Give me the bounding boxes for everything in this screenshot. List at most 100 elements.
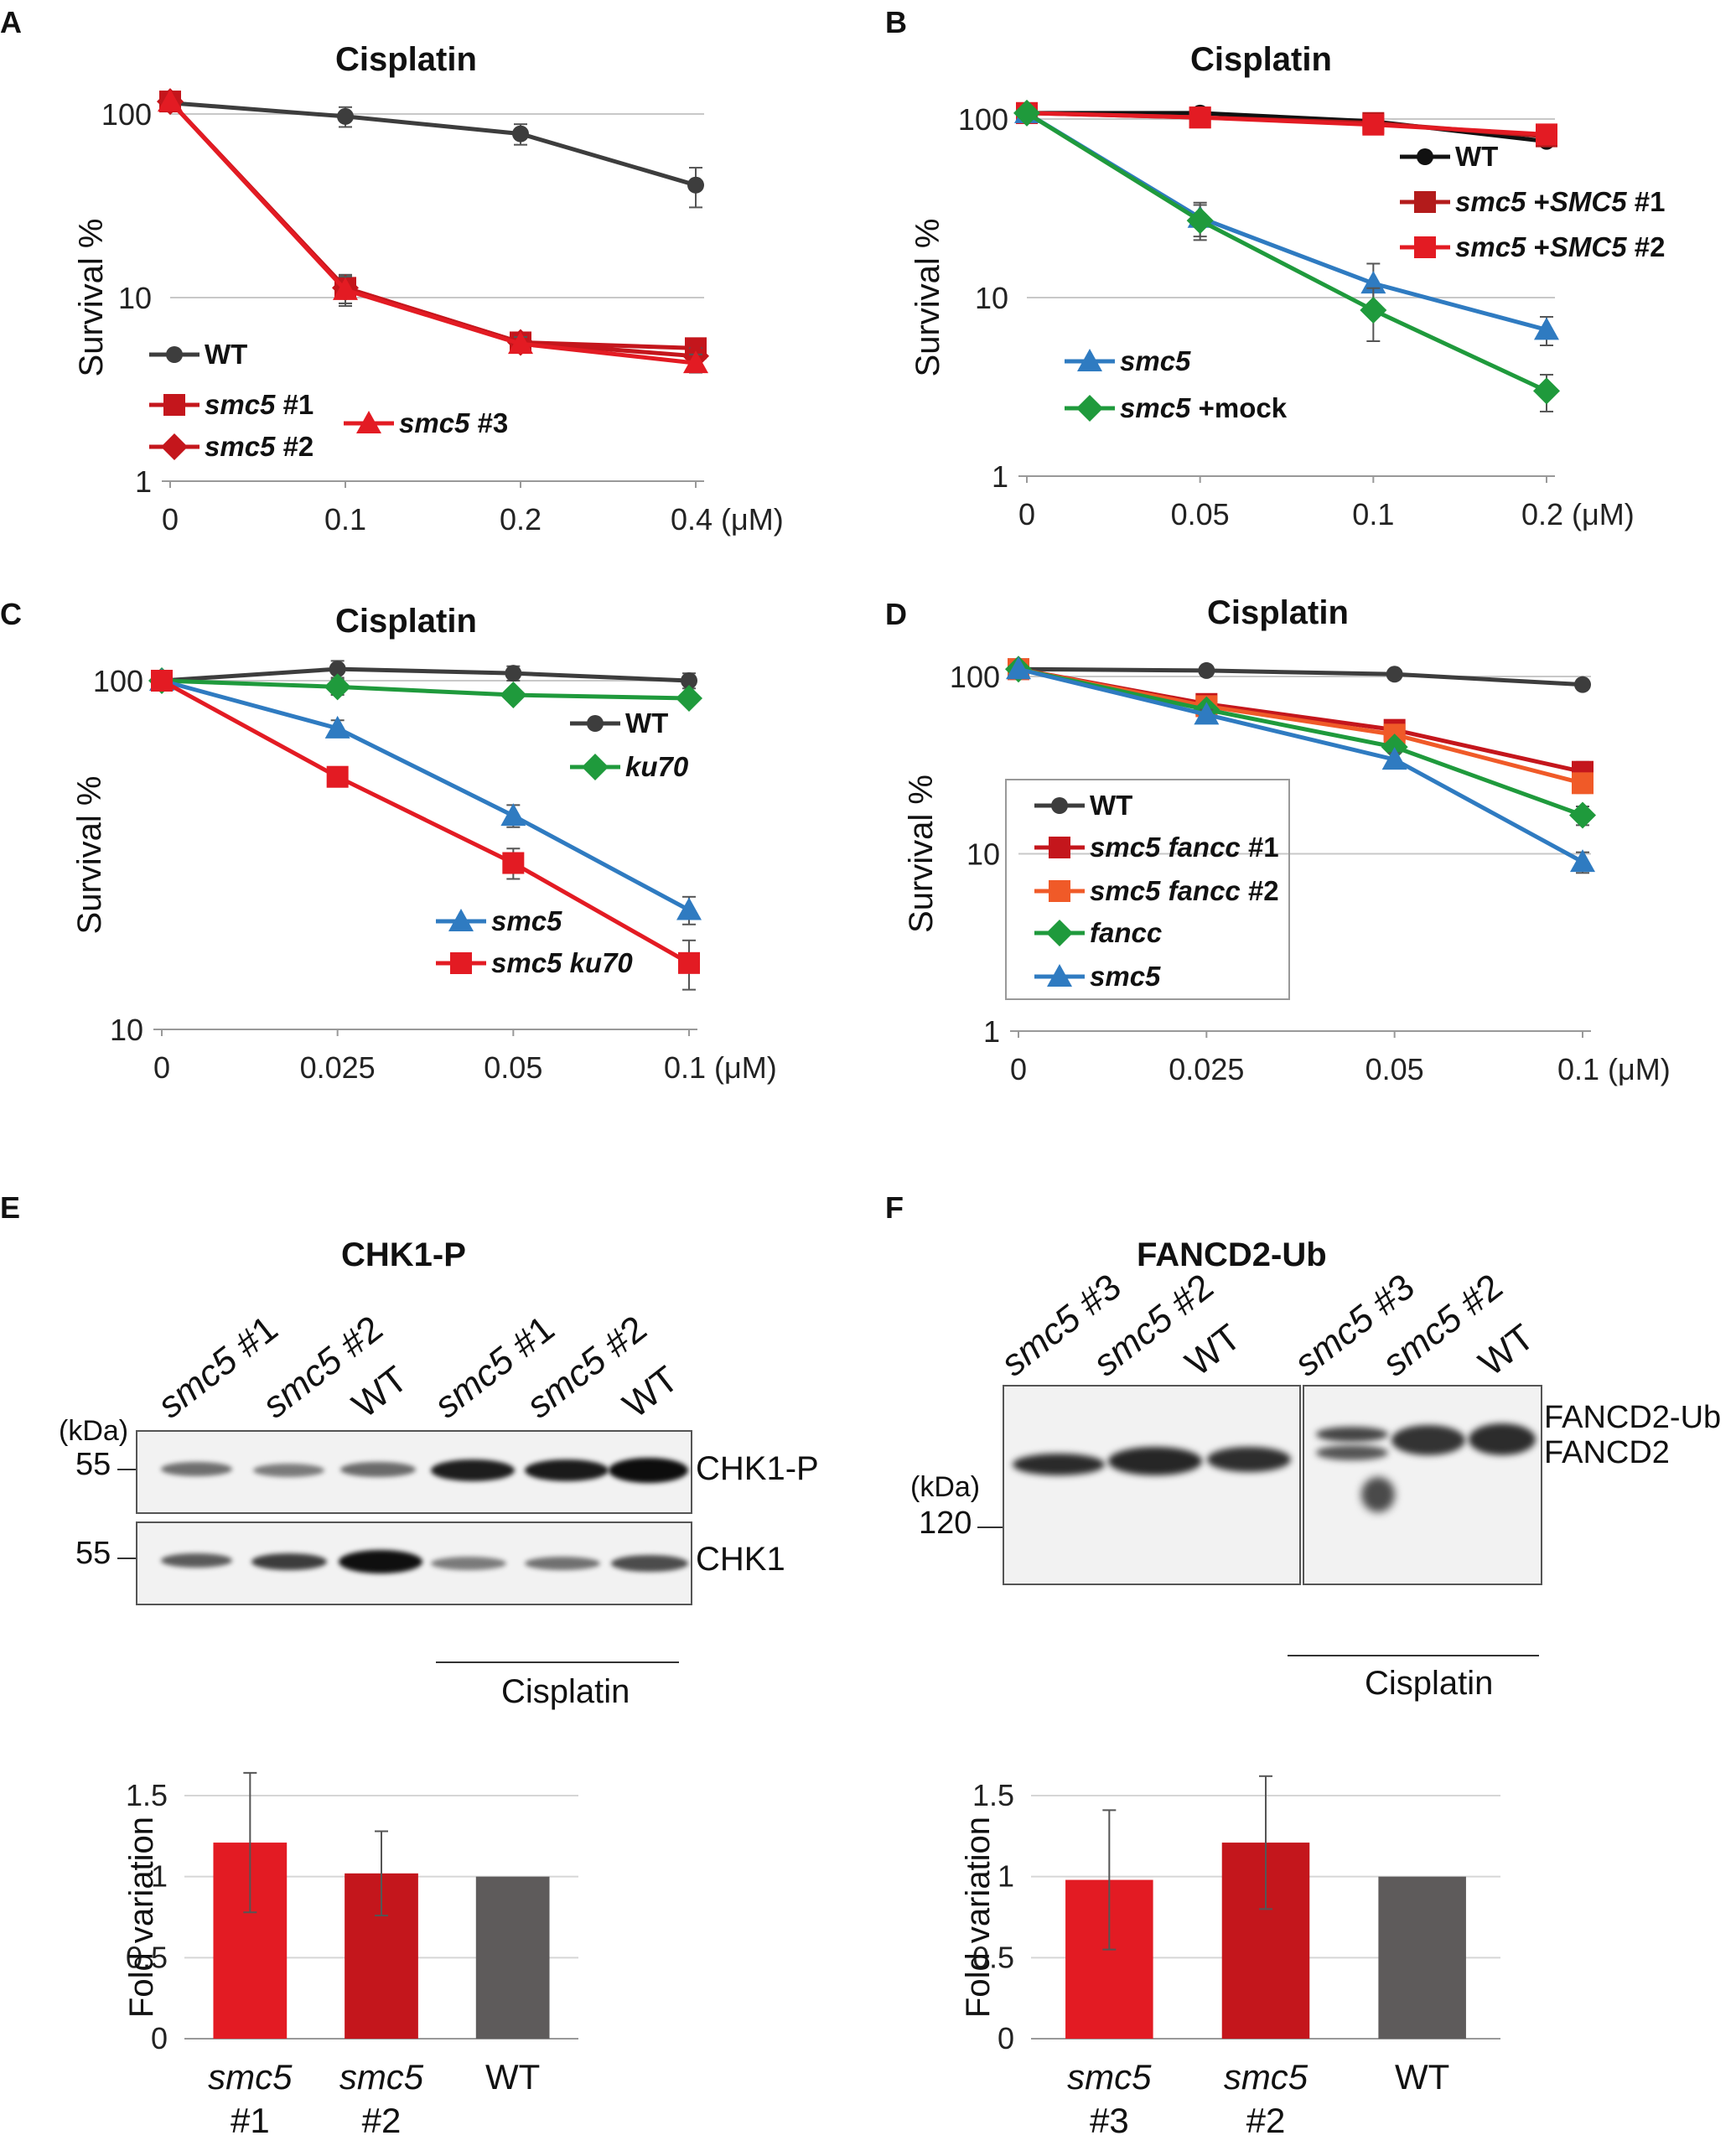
legend-marker [1076,395,1103,422]
band [1207,1447,1291,1472]
y-tick-label: 10 [975,281,1008,315]
data-point [1574,676,1591,693]
x-tick-label: 0 [153,1050,170,1085]
blot-e-treatment-line [436,1661,679,1663]
series-line [1018,666,1584,864]
blot-panel-e: CHK1-P smc5 #1 smc5 #2 WT smc5 #1 smc5 #… [0,1199,863,1718]
blot-f-marker-120: 120 [919,1506,972,1541]
data-point [683,350,708,374]
legend-marker [161,433,188,460]
x-tick-label: #3 [1090,2101,1129,2138]
series-line [160,678,691,965]
chart-a: 1 10 100 0 0.1 0.2 0.4 (μM) Cisplatin Survival %… [73,41,784,536]
band [161,1462,232,1476]
series-line [1027,111,1547,144]
blot-e-lane-6: WT [615,1358,687,1427]
legend-label: WT [1090,790,1132,821]
data-point [678,951,700,974]
y-tick-label: 10 [966,837,1000,872]
x-tick-label: 0.1 [1352,497,1394,531]
data-point [1360,297,1387,324]
y-axis-label: Survival % [71,776,108,935]
x-tick-label: WT [485,2057,540,2097]
y-tick-label: 1.5 [126,1778,168,1812]
series-line [168,100,697,350]
legend-label: smc5 fancc #2 [1090,875,1279,906]
blot-e-treatment-label: Cisplatin [501,1673,630,1710]
blot-e-title: CHK1-P [341,1236,466,1273]
data-point [508,331,533,355]
band [525,1459,609,1481]
band [611,1555,688,1572]
chart-b: 1 10 100 0 0.05 0.1 0.2 (μM) Cisplatin Survival … [909,41,1665,531]
data-point [333,277,358,300]
blot-e-lane-1: smc5 #1 [150,1308,286,1427]
band [431,1459,515,1481]
panel-letter-d: D [885,597,907,631]
data-point [329,661,346,678]
x-tick-label: 0.2 (μM) [1521,497,1635,531]
data-point [500,682,527,709]
x-tick-label: WT [1395,2057,1449,2097]
x-tick-label: 0 [1010,1052,1027,1086]
y-tick-label: 0 [998,2021,1014,2055]
band [1316,1445,1388,1460]
chart-c: 10 100 0 0.025 0.05 0.1 (μM) Cisplatin Survival… [71,603,777,1085]
x-tick-label: smc5 [339,2057,424,2097]
x-tick-label: 0.1 (μM) [664,1050,777,1085]
legend-marker [1049,880,1070,902]
series-line [168,100,697,365]
legend-marker [1049,837,1070,858]
y-tick-label: 1.5 [972,1778,1014,1812]
y-axis-label: Survival % [909,219,946,377]
x-tick-label: 0.05 [1365,1052,1424,1086]
data-point [158,89,183,112]
data-point [1569,801,1596,829]
data-point [1570,849,1595,873]
band [339,1550,422,1573]
data-point [676,897,702,920]
blot-e-image-chk1p [136,1430,692,1514]
chart-f-bar: 0 0.5 1 1.5 Fold variation smc5 #3 smc5 #2 WT [960,1775,1500,2138]
band [525,1557,600,1570]
legend-label: smc5 fancc #1 [1090,832,1279,863]
band [1013,1454,1105,1475]
blot-e-marker-55-bottom: 55 [75,1536,111,1571]
panel-letter-a: A [0,5,22,39]
y-tick-label: 100 [958,102,1008,137]
series-line [1018,666,1583,817]
data-point [1013,99,1040,127]
blot-f-image-cisplatin [1303,1385,1542,1585]
data-point [1006,656,1031,680]
legend-label: smc5 +SMC5 #1 [1455,186,1665,217]
y-tick-label: 10 [118,281,152,315]
bar [1378,1876,1466,2039]
x-tick-label: smc5 [1224,2057,1308,2097]
x-tick-label: 0.05 [1171,497,1230,531]
legend-marker [163,394,185,416]
legend-label: smc5 +mock [1120,392,1288,423]
band [161,1553,232,1568]
band [1316,1427,1388,1442]
legend-marker [1047,964,1072,987]
panel-letter-f: F [885,1190,904,1225]
blot-e-kda: (kDa) [59,1415,129,1447]
series-line [1018,666,1583,687]
x-tick-label: 0.1 (μM) [1557,1052,1671,1086]
chart-title: Cisplatin [335,41,477,78]
band [431,1557,506,1570]
data-point [681,672,697,689]
x-tick-label: 0.025 [300,1050,376,1085]
band [1361,1477,1395,1512]
x-tick-label: 0 [1018,497,1035,531]
data-point [502,852,525,874]
legend-marker [448,909,474,931]
series-line [169,101,697,188]
data-point [324,715,350,739]
x-tick-label: #2 [1246,2101,1286,2138]
legend-label: smc5 #1 [205,389,314,420]
panel-letter-c: C [0,597,22,631]
y-tick-label: 1 [135,464,152,499]
x-tick-label: 0.05 [484,1050,542,1085]
blot-f-label-fancd2-ub: FANCD2-Ub [1544,1400,1722,1435]
